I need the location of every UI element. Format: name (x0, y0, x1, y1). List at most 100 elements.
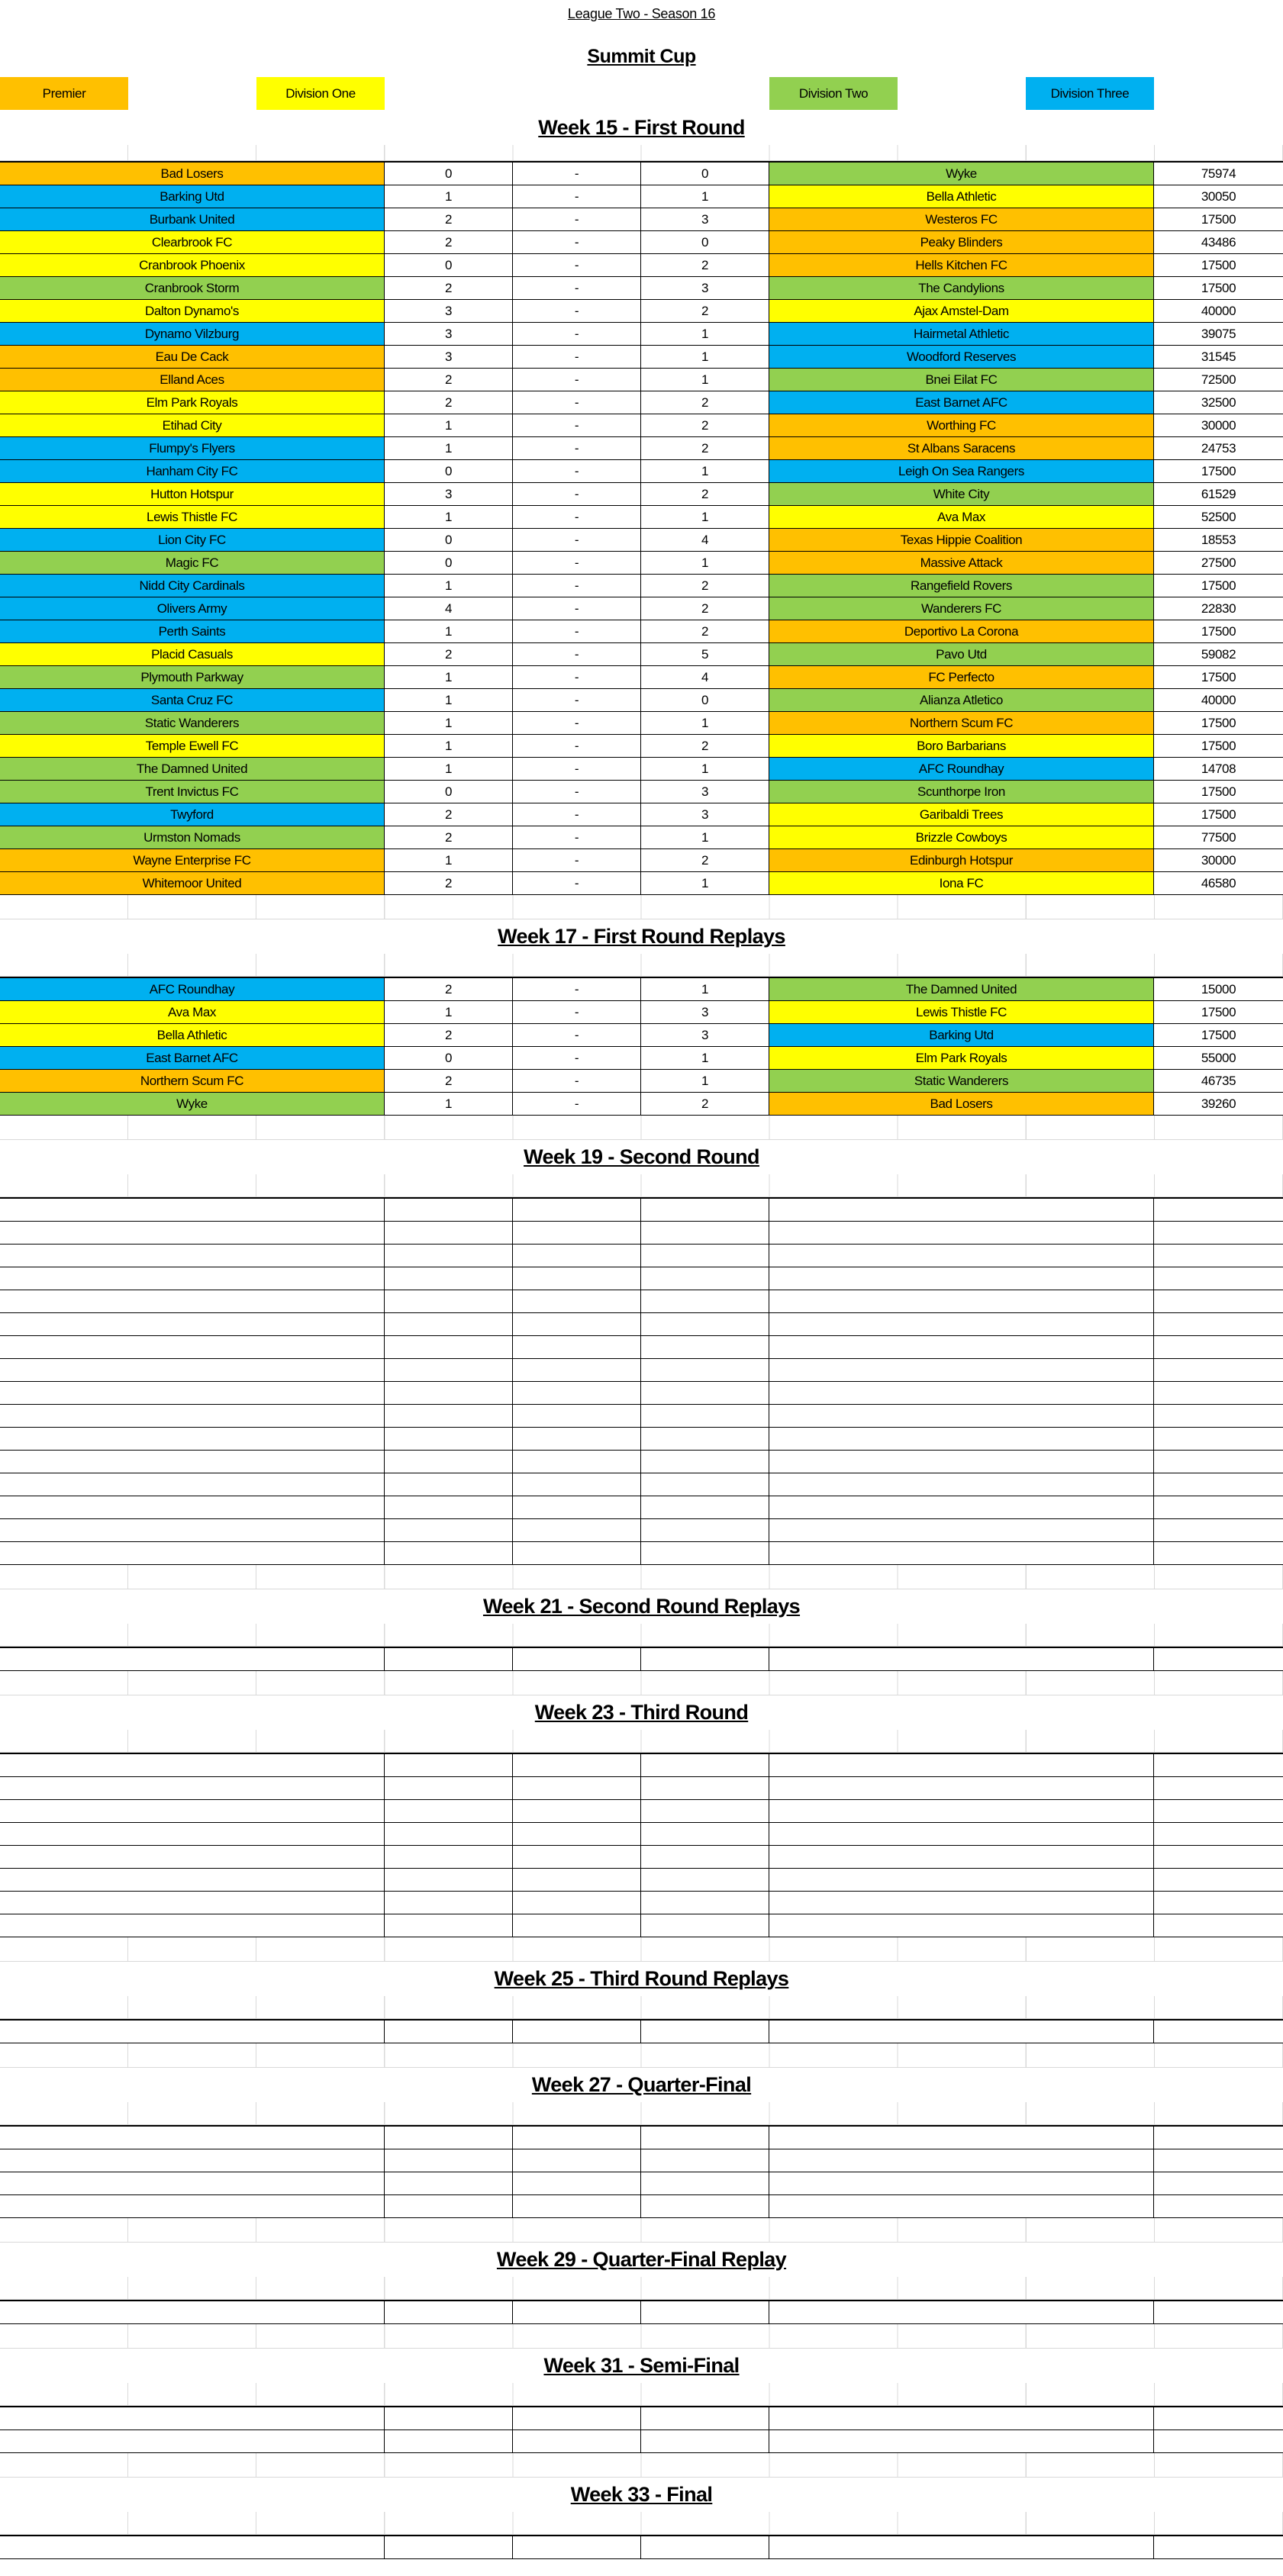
attendance[interactable]: 61529 (1154, 483, 1283, 505)
home-team-cell[interactable] (0, 1846, 385, 1868)
away-score-cell[interactable] (641, 1222, 769, 1244)
away-score-cell[interactable] (641, 1473, 769, 1496)
away-team-cell[interactable] (769, 1823, 1154, 1845)
home-team[interactable]: Elland Aces (0, 369, 385, 391)
away-team[interactable]: Hells Kitchen FC (769, 254, 1154, 276)
score-separator[interactable]: - (513, 391, 641, 414)
away-score-cell[interactable] (641, 1336, 769, 1358)
home-team[interactable]: East Barnet AFC (0, 1047, 385, 1069)
separator-cell[interactable] (513, 1222, 641, 1244)
attendance[interactable]: 15000 (1154, 978, 1283, 1000)
home-score[interactable]: 2 (385, 231, 513, 253)
score-separator[interactable]: - (513, 735, 641, 757)
attendance-cell[interactable] (1154, 2172, 1283, 2194)
away-team-cell[interactable] (769, 1267, 1154, 1290)
away-score-cell[interactable] (641, 1359, 769, 1381)
home-score-cell[interactable] (385, 2172, 513, 2194)
home-team-cell[interactable] (0, 1648, 385, 1670)
home-score-cell[interactable] (385, 2021, 513, 2043)
away-team-cell[interactable] (769, 2301, 1154, 2323)
separator-cell[interactable] (513, 1648, 641, 1670)
away-team[interactable]: Ajax Amstel-Dam (769, 300, 1154, 322)
home-team[interactable]: Ava Max (0, 1001, 385, 1023)
attendance-cell[interactable] (1154, 1496, 1283, 1518)
away-team-cell[interactable] (769, 2127, 1154, 2149)
attendance[interactable]: 17500 (1154, 735, 1283, 757)
away-score-cell[interactable] (641, 1519, 769, 1541)
home-team[interactable]: Dalton Dynamo's (0, 300, 385, 322)
home-team-cell[interactable] (0, 1800, 385, 1822)
separator-cell[interactable] (513, 1473, 641, 1496)
score-separator[interactable]: - (513, 826, 641, 848)
home-score-cell[interactable] (385, 1869, 513, 1891)
away-score-cell[interactable] (641, 1382, 769, 1404)
home-score[interactable]: 1 (385, 414, 513, 436)
away-team[interactable]: Wanderers FC (769, 597, 1154, 620)
attendance[interactable]: 52500 (1154, 506, 1283, 528)
home-team-cell[interactable] (0, 1405, 385, 1427)
home-team[interactable]: Elm Park Royals (0, 391, 385, 414)
attendance[interactable]: 40000 (1154, 689, 1283, 711)
away-team[interactable]: Northern Scum FC (769, 712, 1154, 734)
separator-cell[interactable] (513, 1451, 641, 1473)
separator-cell[interactable] (513, 1542, 641, 1564)
attendance[interactable]: 77500 (1154, 826, 1283, 848)
attendance[interactable]: 17500 (1154, 712, 1283, 734)
separator-cell[interactable] (513, 2536, 641, 2558)
home-team-cell[interactable] (0, 1777, 385, 1799)
attendance-cell[interactable] (1154, 2021, 1283, 2043)
score-separator[interactable]: - (513, 620, 641, 642)
score-separator[interactable]: - (513, 277, 641, 299)
separator-cell[interactable] (513, 1336, 641, 1358)
away-score[interactable]: 1 (641, 1047, 769, 1069)
attendance-cell[interactable] (1154, 2407, 1283, 2429)
home-score[interactable]: 1 (385, 575, 513, 597)
attendance[interactable]: 17500 (1154, 208, 1283, 230)
home-score[interactable]: 0 (385, 163, 513, 185)
away-team-cell[interactable] (769, 1800, 1154, 1822)
score-separator[interactable]: - (513, 529, 641, 551)
away-team-cell[interactable] (769, 1222, 1154, 1244)
home-score-cell[interactable] (385, 1405, 513, 1427)
away-team-cell[interactable] (769, 2149, 1154, 2172)
away-score[interactable]: 1 (641, 758, 769, 780)
attendance[interactable]: 17500 (1154, 1024, 1283, 1046)
away-team-cell[interactable] (769, 1519, 1154, 1541)
away-score[interactable]: 1 (641, 978, 769, 1000)
attendance-cell[interactable] (1154, 1313, 1283, 1335)
away-score-cell[interactable] (641, 1267, 769, 1290)
separator-cell[interactable] (513, 1290, 641, 1312)
attendance-cell[interactable] (1154, 1382, 1283, 1404)
home-team[interactable]: Whitemoor United (0, 872, 385, 894)
attendance[interactable]: 17500 (1154, 666, 1283, 688)
home-score[interactable]: 1 (385, 1093, 513, 1115)
home-score[interactable]: 0 (385, 460, 513, 482)
score-separator[interactable]: - (513, 872, 641, 894)
away-score-cell[interactable] (641, 2536, 769, 2558)
home-score-cell[interactable] (385, 1846, 513, 1868)
home-score[interactable]: 1 (385, 185, 513, 208)
home-score-cell[interactable] (385, 1267, 513, 1290)
separator-cell[interactable] (513, 1800, 641, 1822)
home-score-cell[interactable] (385, 2149, 513, 2172)
home-score-cell[interactable] (385, 1473, 513, 1496)
home-team[interactable]: Hanham City FC (0, 460, 385, 482)
home-score-cell[interactable] (385, 1290, 513, 1312)
away-team[interactable]: Massive Attack (769, 552, 1154, 574)
home-score[interactable]: 0 (385, 552, 513, 574)
home-score-cell[interactable] (385, 1800, 513, 1822)
home-team-cell[interactable] (0, 2430, 385, 2452)
home-team-cell[interactable] (0, 1823, 385, 1845)
away-team-cell[interactable] (769, 1199, 1154, 1221)
separator-cell[interactable] (513, 2127, 641, 2149)
away-team[interactable]: Iona FC (769, 872, 1154, 894)
separator-cell[interactable] (513, 2301, 641, 2323)
away-score[interactable]: 2 (641, 414, 769, 436)
home-score[interactable]: 3 (385, 483, 513, 505)
home-team-cell[interactable] (0, 2301, 385, 2323)
away-score-cell[interactable] (641, 1892, 769, 1914)
home-score-cell[interactable] (385, 1542, 513, 1564)
home-team[interactable]: Cranbrook Phoenix (0, 254, 385, 276)
home-team-cell[interactable] (0, 1290, 385, 1312)
away-score[interactable]: 1 (641, 460, 769, 482)
